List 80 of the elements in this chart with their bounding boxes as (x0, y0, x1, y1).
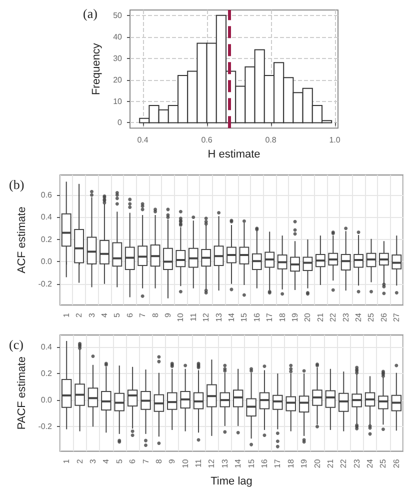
x-tick-label: 18 (286, 458, 296, 468)
x-axis-title: Time lag (210, 476, 252, 488)
y-tick-label: 0 (118, 118, 123, 128)
x-tick-label: 6 (128, 458, 138, 464)
x-tick-label: 2 (75, 458, 84, 464)
x-tick-label: 25 (366, 312, 376, 322)
y-tick-label: 0.6 (40, 190, 53, 200)
chart-title: (c) (9, 337, 24, 352)
x-tick-label: 19 (290, 312, 300, 322)
x-tick-label: 8 (150, 312, 160, 318)
y-tick-label: 0.0 (40, 396, 53, 405)
x-tick-label: 16 (252, 312, 262, 322)
x-tick-label: 0.4 (137, 136, 149, 145)
y-tick-label: 10 (113, 96, 123, 106)
x-tick-label: 24 (354, 312, 364, 322)
x-tick-label: 2 (74, 312, 84, 318)
y-tick-label: 40 (113, 32, 123, 42)
y-tick-label: -0.2 (38, 279, 53, 288)
x-tick-label: 9 (168, 458, 177, 464)
x-tick-label: 4 (102, 458, 111, 464)
x-tick-label: 14 (234, 458, 243, 468)
x-tick-label: 5 (112, 312, 122, 318)
x-tick-label: 1 (62, 458, 72, 464)
chart-title: (b) (9, 177, 24, 192)
y-tick-label: 0.2 (40, 369, 53, 378)
x-tick-label: 20 (312, 458, 322, 468)
x-tick-label: 11 (194, 458, 204, 468)
x-tick-label: 17 (273, 458, 282, 468)
y-tick-label: 0.0 (40, 257, 53, 266)
x-tick-label: 13 (220, 458, 230, 468)
x-tick-label: 23 (352, 458, 362, 468)
y-tick-label: 0.4 (40, 212, 53, 222)
x-tick-label: 25 (378, 458, 388, 468)
x-tick-label: 24 (366, 458, 375, 468)
x-tick-label: 0.6 (201, 136, 213, 145)
x-tick-label: 27 (392, 312, 402, 322)
x-tick-label: 5 (114, 458, 124, 464)
x-tick-label: 23 (341, 312, 350, 322)
x-tick-label: 15 (246, 458, 256, 468)
y-axis-title: ACF estimate (16, 206, 28, 274)
x-tick-label: 13 (214, 312, 224, 322)
x-tick-label: 0.8 (265, 136, 277, 145)
x-tick-label: 8 (154, 458, 164, 464)
x-tick-label: 12 (207, 458, 216, 468)
y-tick-label: 50 (113, 10, 123, 20)
x-tick-label: 10 (176, 312, 186, 322)
x-tick-label: 3 (87, 312, 96, 318)
x-tick-label: 17 (265, 312, 274, 322)
x-tick-label: 10 (180, 458, 190, 468)
y-tick-label: 0.2 (40, 234, 53, 244)
x-tick-label: 26 (392, 458, 401, 468)
x-tick-label: 18 (278, 312, 287, 322)
y-tick-label: 0.4 (40, 342, 53, 352)
x-tick-label: 12 (202, 312, 211, 322)
x-tick-label: 1.0 (329, 136, 341, 145)
x-tick-label: 14 (227, 312, 236, 322)
y-tick-label: -0.2 (38, 422, 53, 432)
y-axis-title: Frequency (90, 42, 103, 96)
x-tick-label: 4 (100, 312, 109, 318)
x-tick-label: 21 (316, 312, 325, 322)
x-tick-label: 22 (328, 312, 338, 322)
chart-title: (a) (83, 6, 98, 21)
y-axis-title: PACF estimate (16, 356, 28, 430)
x-tick-label: 9 (163, 312, 172, 318)
x-tick-label: 16 (260, 458, 269, 468)
x-tick-label: 11 (188, 312, 198, 322)
x-tick-label: 21 (326, 458, 335, 468)
x-tick-label: 15 (240, 312, 249, 322)
x-tick-label: 22 (339, 458, 348, 468)
x-tick-label: 3 (88, 458, 98, 464)
x-tick-label: 1 (62, 312, 71, 318)
y-tick-label: 30 (113, 54, 123, 63)
x-tick-label: 19 (300, 458, 309, 468)
x-tick-label: 26 (379, 312, 388, 322)
x-tick-label: 20 (303, 312, 312, 322)
x-tick-label: 7 (141, 458, 150, 464)
x-axis-title: H estimate (208, 148, 260, 160)
x-tick-label: 7 (138, 312, 148, 318)
x-tick-label: 6 (125, 312, 134, 318)
y-tick-label: 20 (113, 75, 123, 84)
